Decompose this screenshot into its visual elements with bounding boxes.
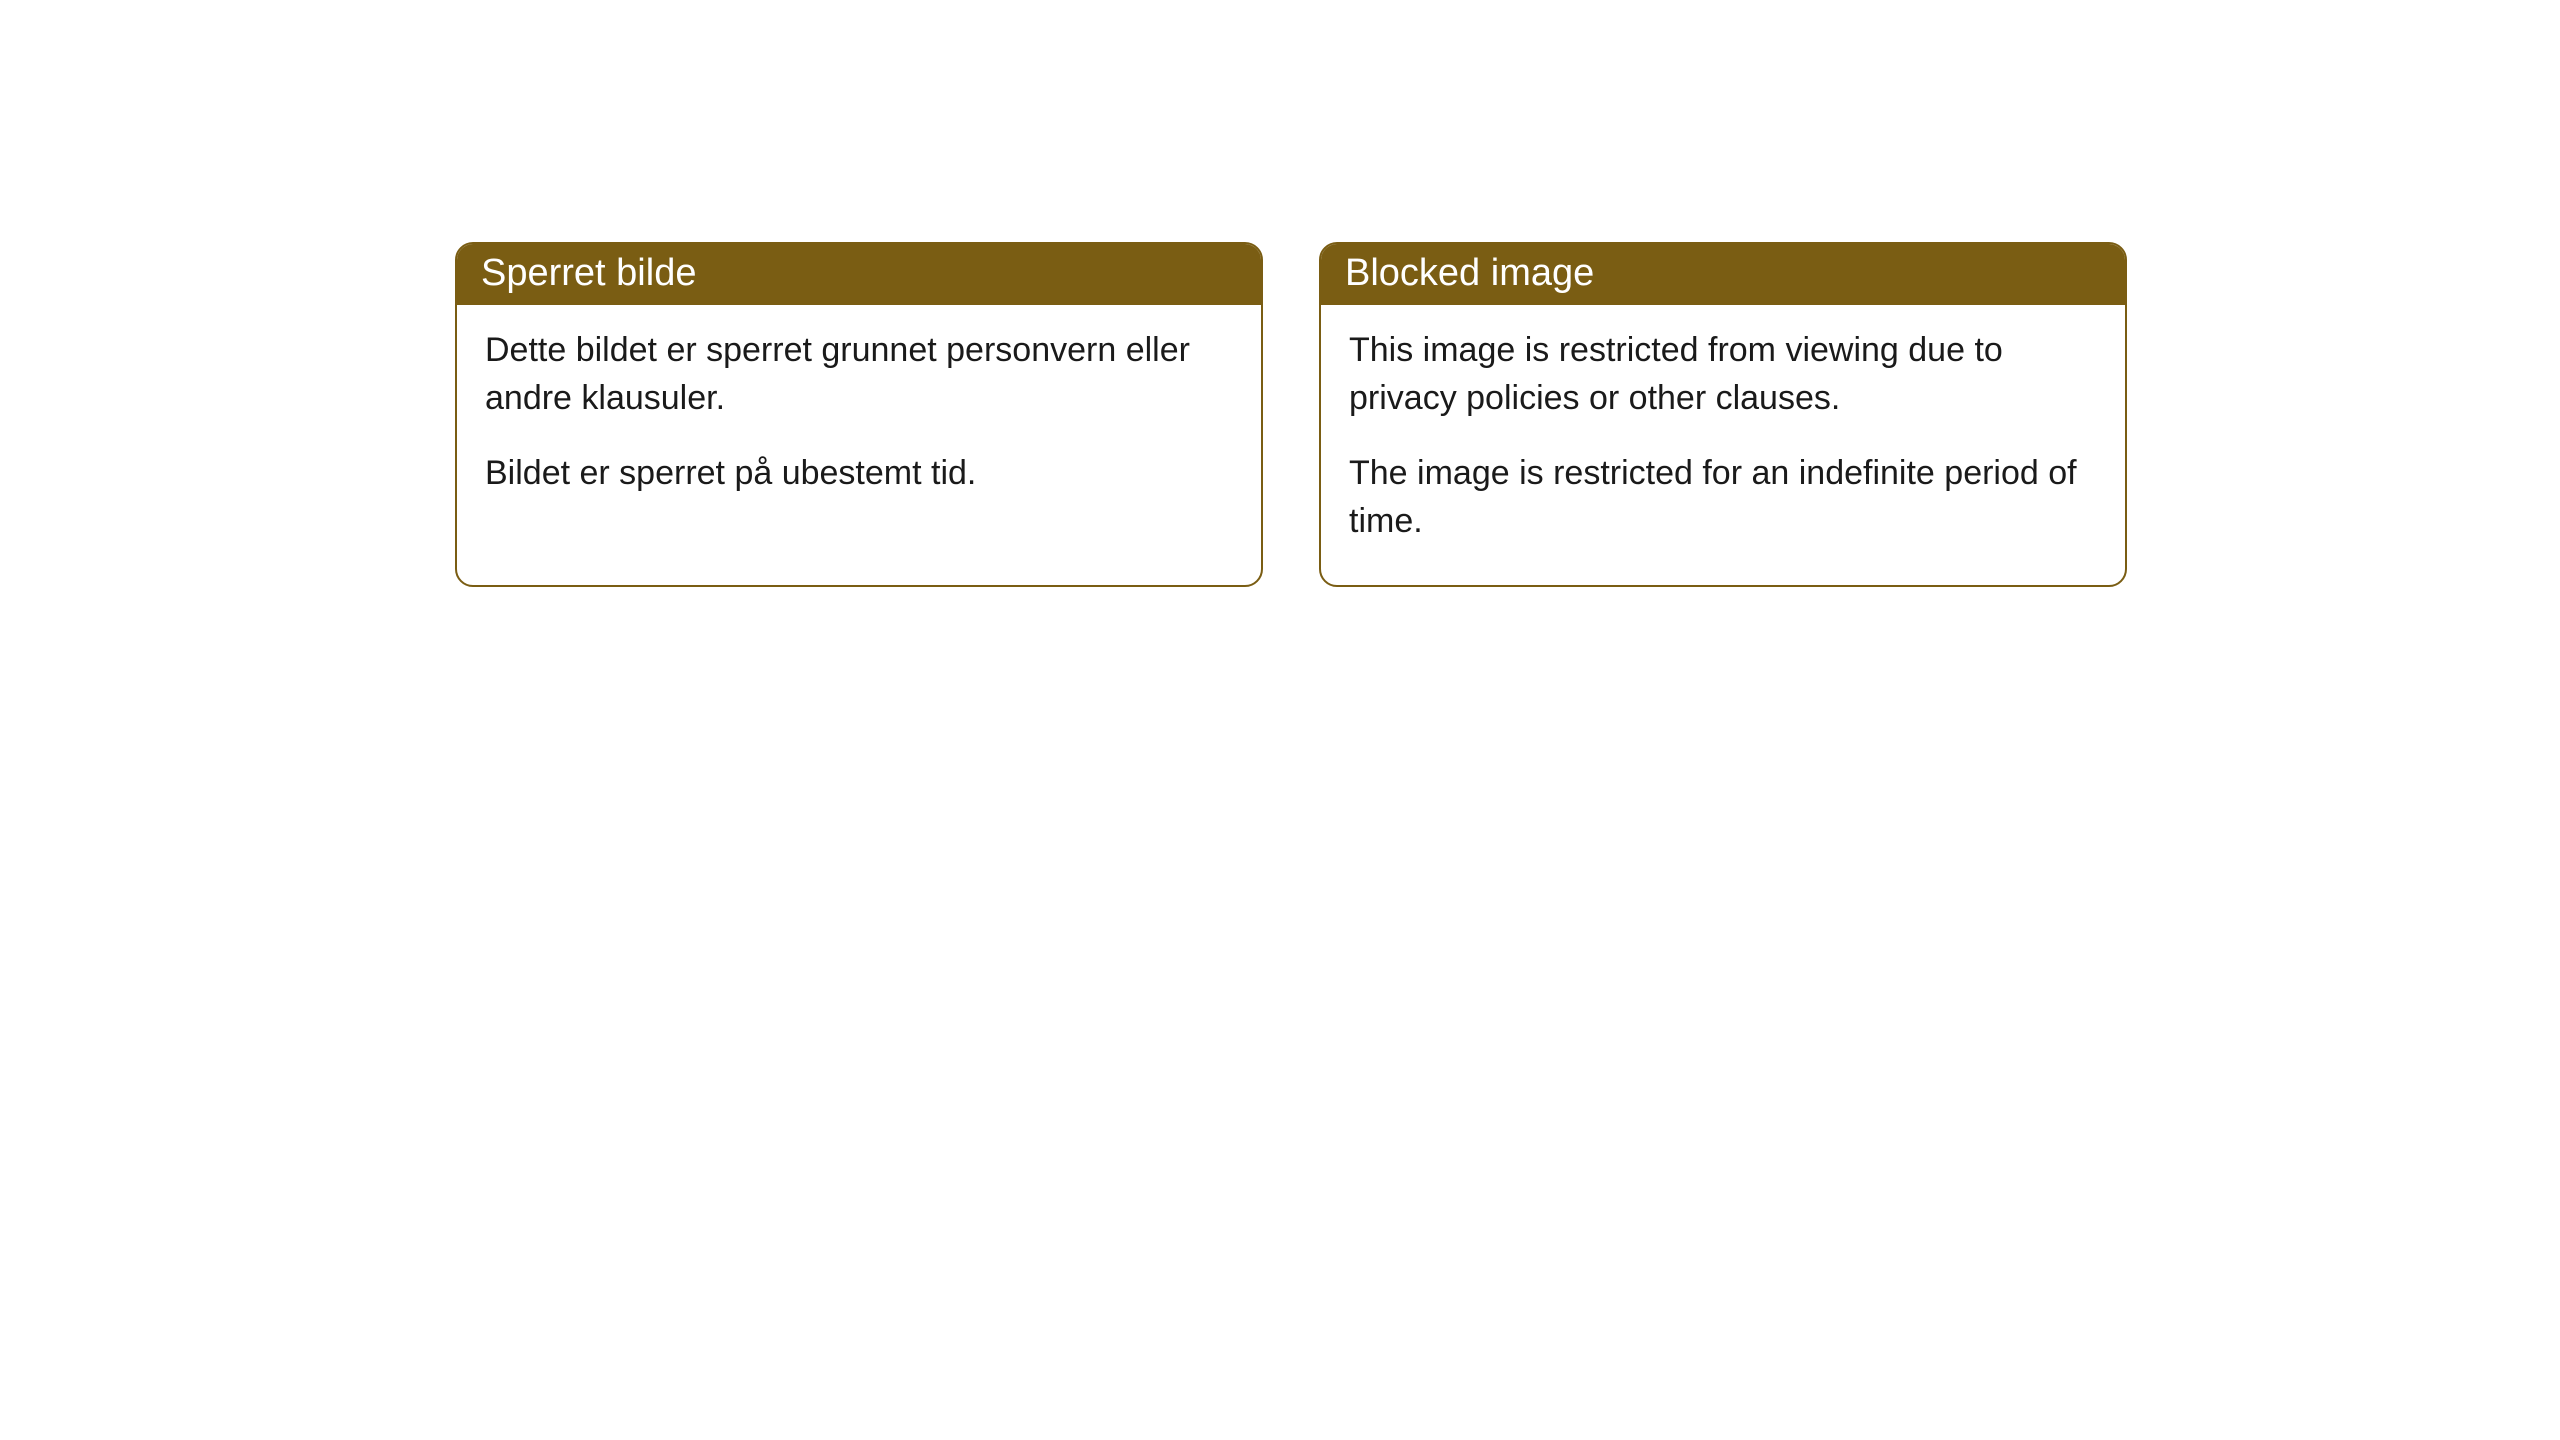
card-paragraph1-norwegian: Dette bildet er sperret grunnet personve… (485, 327, 1233, 422)
card-paragraph1-english: This image is restricted from viewing du… (1349, 327, 2097, 422)
card-english: Blocked image This image is restricted f… (1319, 242, 2127, 587)
card-paragraph2-norwegian: Bildet er sperret på ubestemt tid. (485, 450, 1233, 498)
card-header-english: Blocked image (1321, 244, 2125, 305)
cards-container: Sperret bilde Dette bildet er sperret gr… (455, 242, 2127, 587)
card-norwegian: Sperret bilde Dette bildet er sperret gr… (455, 242, 1263, 587)
card-body-norwegian: Dette bildet er sperret grunnet personve… (457, 305, 1261, 538)
card-body-english: This image is restricted from viewing du… (1321, 305, 2125, 585)
card-header-norwegian: Sperret bilde (457, 244, 1261, 305)
card-paragraph2-english: The image is restricted for an indefinit… (1349, 450, 2097, 545)
